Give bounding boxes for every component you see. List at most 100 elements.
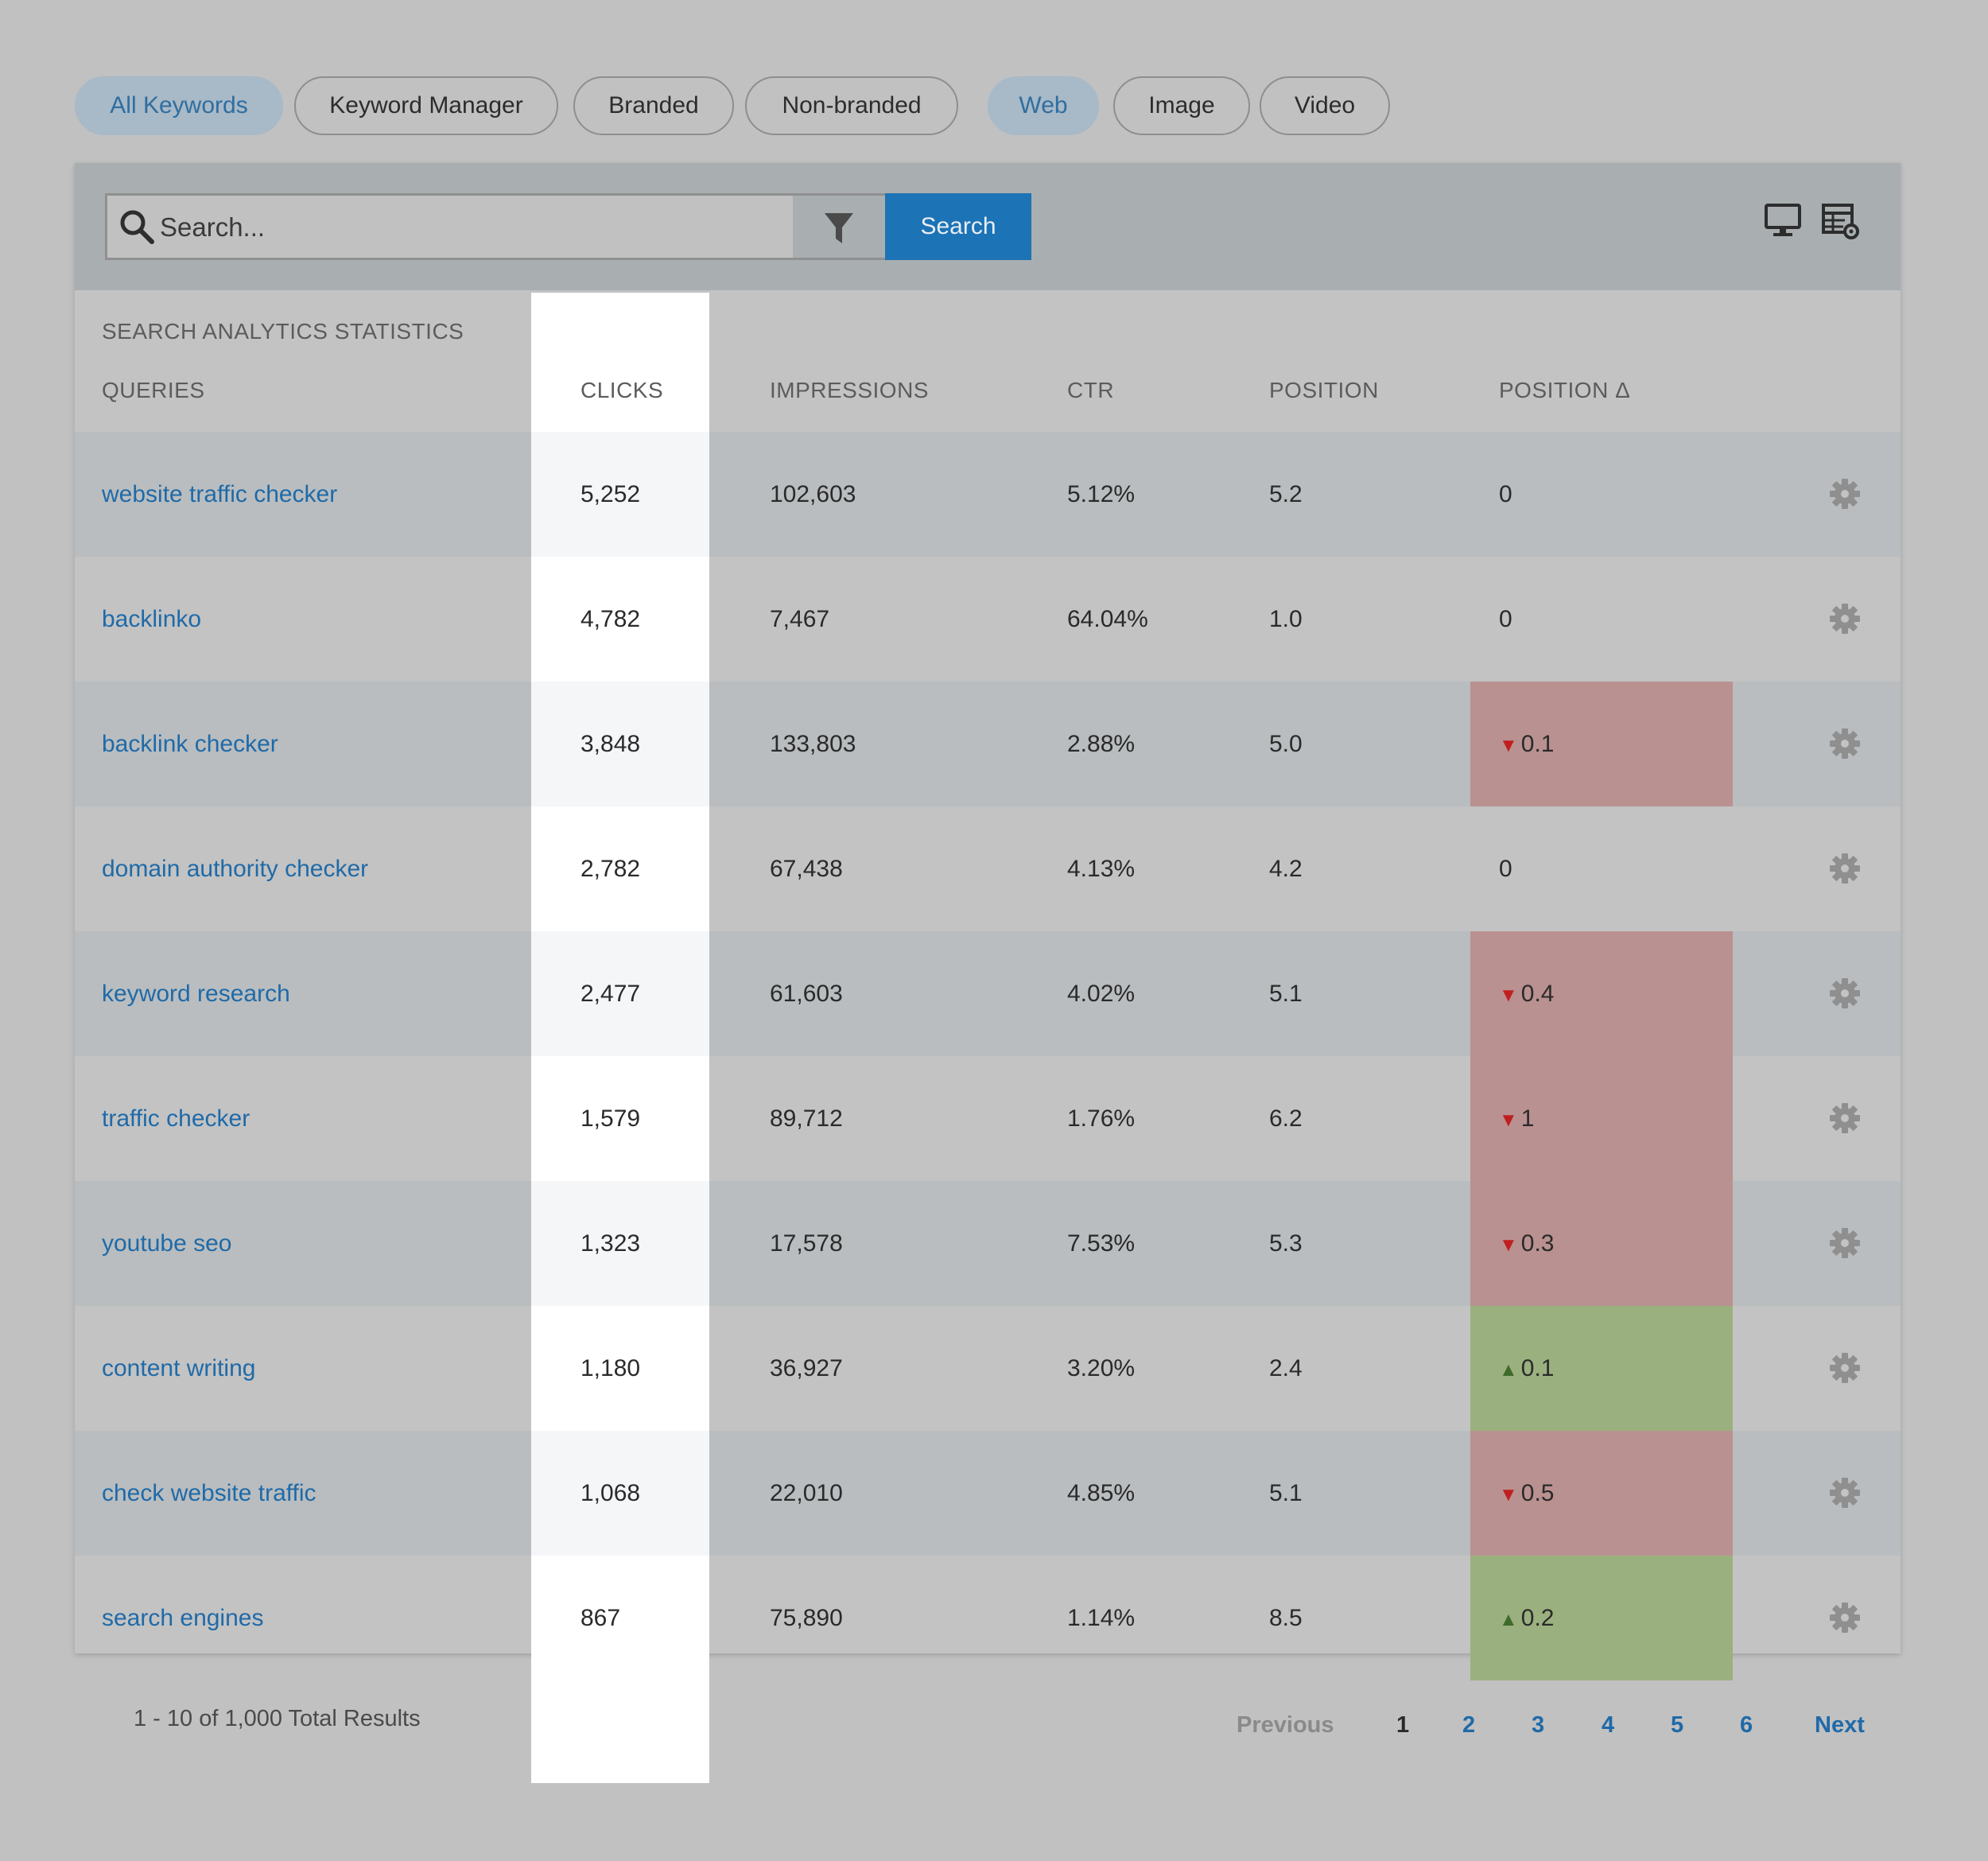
clicks-value: 4,782: [580, 606, 641, 632]
tab-non-branded[interactable]: Non-branded: [745, 76, 958, 135]
table-row: keyword research 2,477 61,603 4.02% 5.1 ▼ 0.4: [75, 931, 1901, 1056]
clicks-value: 3,848: [531, 682, 709, 806]
gear-icon[interactable]: [1829, 603, 1861, 635]
query-link[interactable]: keyword research: [102, 981, 290, 1007]
pagination-next[interactable]: Next: [1815, 1712, 1865, 1738]
tab-all-keywords[interactable]: All Keywords: [75, 76, 283, 135]
search-input[interactable]: [158, 196, 790, 259]
clicks-value: 5,252: [531, 432, 709, 557]
ctr-value: 3.20%: [1067, 1355, 1136, 1381]
clicks-value: 2,782: [580, 856, 641, 882]
query-link[interactable]: backlink checker: [102, 731, 278, 757]
arrow-down-icon: ▼: [1499, 1234, 1518, 1256]
arrow-up-icon: ▲: [1499, 1359, 1518, 1381]
ctr-value: 4.85%: [1067, 1480, 1136, 1506]
impressions-value: 7,467: [770, 606, 830, 632]
pagination-previous[interactable]: Previous: [1237, 1712, 1334, 1738]
gear-icon[interactable]: [1829, 1477, 1861, 1509]
column-header-clicks[interactable]: CLICKS: [580, 378, 664, 402]
position-delta-cell: ▼ 0.4: [1470, 931, 1733, 1056]
position-delta-value: 0.3: [1520, 1230, 1555, 1257]
search-icon: [120, 210, 154, 244]
tab-keyword-manager[interactable]: Keyword Manager: [294, 76, 558, 135]
position-value: 5.1: [1269, 981, 1303, 1007]
arrow-down-icon: ▼: [1499, 985, 1518, 1006]
desktop-icon[interactable]: [1764, 203, 1802, 238]
query-link[interactable]: backlinko: [102, 606, 202, 632]
table-row: website traffic checker 5,252 102,603 5.12%…: [75, 432, 1901, 557]
gear-icon[interactable]: [1829, 728, 1861, 760]
impressions-value: 17,578: [770, 1230, 843, 1257]
tab-web[interactable]: Web: [988, 76, 1099, 135]
toolbar: Search: [75, 163, 1901, 290]
gear-icon[interactable]: [1829, 478, 1861, 510]
gear-icon[interactable]: [1829, 1352, 1861, 1384]
position-delta-value: 0: [1499, 856, 1512, 882]
pagination-page-1[interactable]: 1: [1396, 1712, 1410, 1738]
clicks-value: 1,180: [580, 1355, 641, 1381]
tab-video[interactable]: Video: [1260, 76, 1390, 135]
position-delta-cell: ▼ 0.5: [1470, 1431, 1733, 1556]
pagination-page-3[interactable]: 3: [1532, 1712, 1545, 1738]
query-link[interactable]: content writing: [102, 1355, 256, 1381]
impressions-value: 102,603: [770, 481, 856, 507]
impressions-value: 89,712: [770, 1105, 843, 1132]
position-value: 5.0: [1269, 731, 1303, 757]
results-count: 1 - 10 of 1,000 Total Results: [134, 1706, 421, 1731]
gear-icon[interactable]: [1829, 977, 1861, 1009]
ctr-value: 5.12%: [1067, 481, 1136, 507]
column-header-impressions[interactable]: IMPRESSIONS: [770, 378, 929, 402]
impressions-value: 133,803: [770, 731, 856, 757]
impressions-value: 61,603: [770, 981, 843, 1007]
position-delta-value: 0.5: [1520, 1480, 1555, 1506]
query-link[interactable]: search engines: [102, 1605, 264, 1631]
tab-image[interactable]: Image: [1113, 76, 1250, 135]
gear-icon[interactable]: [1829, 853, 1861, 884]
pagination-page-5[interactable]: 5: [1671, 1712, 1684, 1738]
tab-branded[interactable]: Branded: [573, 76, 734, 135]
table-row: search engines 867 75,890 1.14% 8.5 ▲ 0.2: [75, 1556, 1901, 1680]
position-delta-cell: ▼ 0.1: [1470, 682, 1733, 806]
gear-icon[interactable]: [1829, 1602, 1861, 1634]
position-value: 5.3: [1269, 1230, 1303, 1257]
position-delta-cell: 0: [1470, 432, 1733, 557]
query-link[interactable]: youtube seo: [102, 1230, 232, 1257]
column-header-position-delta[interactable]: POSITION Δ: [1499, 378, 1631, 402]
table-row: traffic checker 1,579 89,712 1.76% 6.2 ▼ 1: [75, 1056, 1901, 1181]
position-delta-value: 0.2: [1520, 1605, 1555, 1631]
column-header-ctr[interactable]: CTR: [1067, 378, 1115, 402]
ctr-value: 1.14%: [1067, 1605, 1136, 1631]
position-delta-cell: ▼ 0.3: [1470, 1181, 1733, 1306]
column-header-position[interactable]: POSITION: [1269, 378, 1379, 402]
arrow-up-icon: ▲: [1499, 1609, 1518, 1630]
impressions-value: 22,010: [770, 1480, 843, 1506]
query-link[interactable]: check website traffic: [102, 1480, 316, 1506]
impressions-value: 67,438: [770, 856, 843, 882]
pagination-page-2[interactable]: 2: [1462, 1712, 1476, 1738]
search-button[interactable]: Search: [885, 193, 1031, 260]
position-value: 6.2: [1269, 1105, 1303, 1132]
table-row: backlink checker 3,848 133,803 2.88% 5.0 ▼ 0.1: [75, 682, 1901, 806]
filter-icon: [825, 213, 853, 243]
ctr-value: 64.04%: [1067, 606, 1148, 632]
position-delta-value: 0.1: [1520, 1355, 1555, 1381]
arrow-down-icon: ▼: [1499, 1109, 1518, 1131]
query-link[interactable]: website traffic checker: [102, 481, 338, 507]
position-value: 1.0: [1269, 606, 1303, 632]
position-delta-value: 0.1: [1520, 731, 1555, 757]
position-value: 2.4: [1269, 1355, 1303, 1381]
position-delta-value: 0.4: [1520, 981, 1555, 1007]
table-settings-icon[interactable]: [1821, 203, 1861, 241]
clicks-value: 1,579: [580, 1105, 641, 1132]
query-link[interactable]: traffic checker: [102, 1105, 250, 1132]
column-header-queries[interactable]: QUERIES: [102, 378, 205, 402]
ctr-value: 4.13%: [1067, 856, 1136, 882]
ctr-value: 4.02%: [1067, 981, 1136, 1007]
pagination-page-4[interactable]: 4: [1602, 1712, 1615, 1738]
filter-button[interactable]: [793, 193, 885, 260]
gear-icon[interactable]: [1829, 1227, 1861, 1259]
query-link[interactable]: domain authority checker: [102, 856, 369, 882]
pagination-page-6[interactable]: 6: [1740, 1712, 1753, 1738]
gear-icon[interactable]: [1829, 1102, 1861, 1134]
search-box: [105, 193, 797, 260]
